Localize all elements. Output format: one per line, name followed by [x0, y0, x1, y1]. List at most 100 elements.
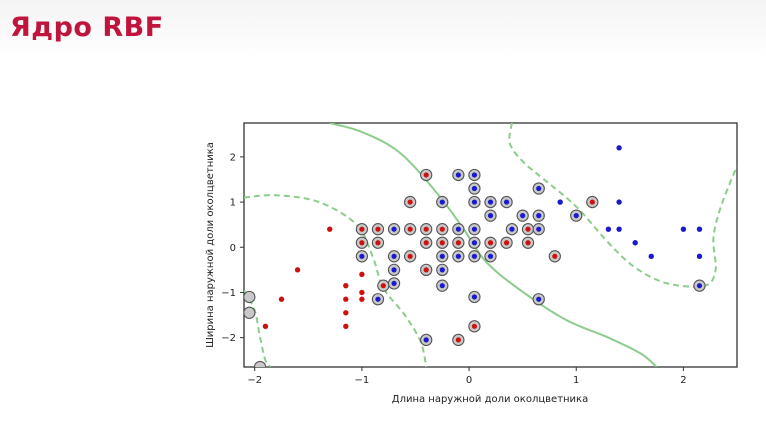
support-vector — [387, 223, 401, 236]
support-vector — [532, 182, 545, 195]
support-vector — [521, 223, 535, 236]
support-vector — [420, 236, 433, 249]
point-blue — [632, 240, 638, 246]
support-vector — [355, 236, 369, 249]
support-vector — [436, 250, 449, 263]
support-vector — [420, 223, 433, 236]
support-vector — [244, 306, 256, 319]
support-vector — [452, 250, 465, 263]
point-blue — [680, 226, 687, 232]
decision-boundary — [329, 123, 658, 367]
y-tick-label: 1 — [230, 198, 236, 209]
support-vector — [371, 223, 385, 236]
margin-boundary-1 — [244, 194, 428, 367]
point-blue — [557, 199, 563, 205]
slide-title: Ядро RBF — [10, 12, 164, 43]
support-vector — [468, 168, 481, 182]
point-red — [359, 271, 365, 278]
point-blue — [605, 226, 612, 232]
x-tick-label: 0 — [466, 375, 472, 386]
support-vector — [355, 250, 369, 263]
support-vector — [452, 333, 465, 347]
support-vector — [403, 223, 417, 236]
point-red — [343, 282, 349, 289]
margin-boundary-3 — [508, 123, 737, 288]
point-red — [294, 267, 301, 273]
support-vector — [516, 209, 529, 222]
margin-boundary-2 — [244, 289, 272, 367]
support-vector — [468, 320, 481, 333]
support-vector — [532, 223, 545, 236]
boundaries-layer — [244, 123, 737, 367]
support-vector — [468, 182, 481, 195]
y-axis: −2 −1 0 1 2 — [221, 152, 244, 344]
point-red — [359, 296, 365, 302]
support-vector — [244, 290, 256, 304]
support-vector — [484, 236, 497, 249]
point-red — [343, 296, 349, 302]
support-vector — [371, 236, 385, 249]
point-blue — [696, 253, 703, 259]
point-red — [359, 289, 365, 296]
support-vector — [570, 209, 583, 222]
support-vector — [253, 360, 267, 367]
support-vector — [403, 195, 417, 209]
points-layer — [262, 145, 703, 330]
support-vector — [484, 209, 497, 222]
x-axis: −2 −1 0 1 2 — [247, 367, 687, 386]
support-vector — [387, 277, 401, 290]
point-blue — [616, 199, 622, 205]
support-vector — [484, 250, 497, 263]
x-tick-label: 1 — [573, 375, 579, 386]
support-vector — [468, 223, 481, 236]
support-vector — [420, 263, 433, 277]
support-vector — [387, 263, 401, 277]
y-tick-label: −2 — [221, 333, 236, 344]
y-tick-label: −1 — [221, 288, 236, 299]
x-tick-label: 2 — [680, 375, 686, 386]
support-vector — [436, 279, 449, 292]
support-vector — [500, 236, 513, 249]
point-red — [278, 296, 285, 302]
support-vector — [452, 236, 465, 249]
support-vector — [436, 236, 449, 249]
support-vectors-layer — [244, 168, 706, 367]
point-red — [343, 323, 349, 330]
support-vector — [468, 250, 481, 263]
point-red — [343, 310, 349, 316]
support-vector — [420, 168, 433, 182]
support-vector — [420, 333, 433, 347]
support-vector — [521, 236, 535, 249]
point-blue — [648, 253, 654, 259]
support-vector — [355, 223, 369, 236]
y-tick-label: 0 — [230, 243, 236, 254]
point-red — [262, 323, 269, 330]
point-blue — [616, 226, 622, 232]
support-vector — [500, 195, 513, 209]
support-vector — [532, 293, 545, 306]
support-vector — [484, 195, 497, 209]
support-vector — [403, 250, 417, 263]
support-vector — [436, 263, 449, 277]
support-vector — [693, 279, 706, 292]
support-vector — [532, 209, 545, 222]
support-vector — [468, 236, 481, 249]
x-tick-label: −2 — [247, 375, 262, 386]
support-vector — [387, 250, 401, 263]
point-red — [327, 226, 333, 232]
support-vector — [468, 195, 481, 209]
support-vector — [505, 223, 519, 236]
support-vector — [468, 290, 481, 304]
support-vector — [586, 195, 599, 209]
x-tick-label: −1 — [355, 375, 370, 386]
y-axis-label: Ширина наружной доли околцветника — [205, 142, 216, 348]
support-vector — [452, 223, 465, 236]
support-vector — [436, 195, 449, 209]
support-vector — [436, 223, 449, 236]
support-vector — [377, 279, 390, 292]
y-tick-label: 2 — [230, 152, 236, 163]
x-axis-label: Длина наружной доли околцветника — [392, 394, 588, 405]
point-blue — [616, 145, 622, 151]
support-vector — [548, 250, 561, 263]
